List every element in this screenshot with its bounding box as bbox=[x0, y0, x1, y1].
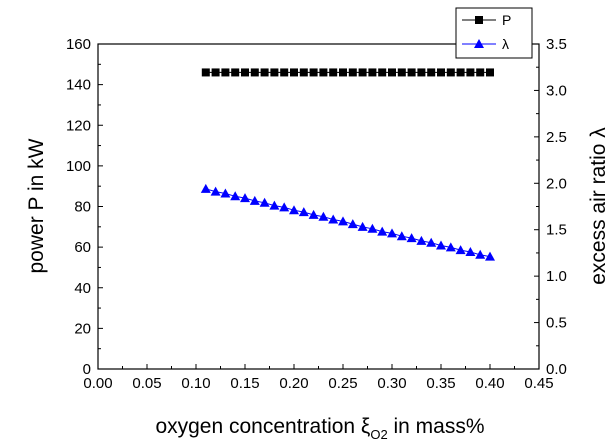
left-y-tick-label: 100 bbox=[66, 158, 91, 175]
left-y-tick-label: 20 bbox=[74, 320, 91, 337]
data-point-P bbox=[397, 68, 406, 77]
x-tick-label: 0.15 bbox=[230, 375, 259, 392]
left-y-axis-title: power P in kW bbox=[25, 138, 48, 273]
data-point-P bbox=[476, 68, 485, 77]
data-point-lambda bbox=[455, 245, 466, 255]
legend-label-lambda: λ bbox=[502, 36, 509, 52]
data-point-P bbox=[280, 68, 289, 77]
data-point-lambda bbox=[210, 186, 221, 196]
data-point-P bbox=[270, 68, 279, 77]
left-y-tick-label: 120 bbox=[66, 117, 91, 134]
data-point-lambda bbox=[338, 216, 348, 226]
data-point-P bbox=[427, 68, 436, 77]
data-point-lambda bbox=[465, 247, 476, 256]
data-point-lambda bbox=[416, 235, 427, 245]
data-point-lambda bbox=[289, 205, 299, 215]
data-point-lambda bbox=[240, 193, 250, 203]
data-point-lambda bbox=[357, 221, 368, 231]
data-point-lambda bbox=[259, 197, 270, 207]
right-y-tick-label: 2.0 bbox=[546, 175, 567, 192]
data-point-P bbox=[329, 68, 338, 77]
legend-label-P: P bbox=[502, 12, 511, 28]
series-line-lambda bbox=[205, 188, 491, 258]
left-y-tick-label: 140 bbox=[66, 77, 91, 94]
x-axis-title: oxygen concentration ξO2 in mass% bbox=[155, 415, 484, 442]
data-point-P bbox=[339, 68, 347, 77]
right-y-tick-label: 2.5 bbox=[546, 129, 567, 146]
data-point-lambda bbox=[396, 231, 407, 241]
data-point-lambda bbox=[485, 251, 495, 261]
x-tick-label: 0.00 bbox=[83, 375, 112, 392]
left-y-tick-label: 40 bbox=[74, 280, 91, 297]
data-point-P bbox=[456, 68, 465, 77]
data-point-P bbox=[201, 68, 210, 77]
legend: P λ bbox=[455, 7, 533, 59]
data-point-P bbox=[348, 68, 357, 77]
right-y-tick-label: 3.0 bbox=[546, 82, 567, 99]
data-point-lambda bbox=[426, 237, 437, 247]
data-point-lambda bbox=[347, 219, 358, 229]
x-tick-label: 0.05 bbox=[132, 375, 161, 392]
x-tick-label: 0.40 bbox=[475, 375, 504, 392]
x-tick-label: 0.20 bbox=[279, 375, 308, 392]
data-point-P bbox=[241, 68, 249, 77]
data-point-P bbox=[319, 68, 328, 77]
data-point-lambda bbox=[200, 183, 211, 193]
legend-marker-lambda bbox=[474, 39, 484, 48]
data-point-P bbox=[260, 68, 269, 77]
right-y-tick-label: 1.0 bbox=[546, 268, 567, 285]
data-point-lambda bbox=[318, 211, 329, 221]
data-point-P bbox=[358, 68, 367, 77]
data-point-lambda bbox=[445, 242, 456, 252]
right-y-tick-label: 1.5 bbox=[546, 222, 567, 239]
data-point-P bbox=[446, 68, 455, 77]
data-point-P bbox=[290, 68, 298, 77]
data-point-lambda bbox=[406, 233, 417, 243]
legend-box bbox=[455, 7, 533, 59]
right-y-tick-label: 0.0 bbox=[546, 361, 567, 378]
data-point-lambda bbox=[475, 249, 486, 259]
data-point-lambda bbox=[279, 202, 290, 212]
left-y-tick-label: 160 bbox=[66, 36, 91, 53]
data-point-lambda bbox=[436, 240, 446, 250]
data-point-lambda bbox=[377, 226, 388, 236]
right-y-tick-label: 3.5 bbox=[546, 36, 567, 53]
plot-frame bbox=[97, 43, 540, 370]
right-y-axis-title: excess air ratio λ bbox=[587, 127, 610, 285]
x-tick-label: 0.10 bbox=[181, 375, 210, 392]
data-point-P bbox=[388, 68, 396, 77]
data-point-P bbox=[378, 68, 387, 77]
left-y-tick-label: 80 bbox=[74, 199, 91, 216]
data-point-lambda bbox=[308, 209, 319, 219]
data-point-P bbox=[407, 68, 416, 77]
data-point-P bbox=[309, 68, 318, 77]
data-point-lambda bbox=[230, 191, 241, 201]
data-point-lambda bbox=[298, 207, 309, 217]
data-point-P bbox=[417, 68, 426, 77]
data-point-P bbox=[221, 68, 230, 77]
data-point-lambda bbox=[387, 228, 397, 238]
legend-marker-P bbox=[475, 16, 483, 24]
data-point-P bbox=[368, 68, 377, 77]
right-y-tick-label: 0.5 bbox=[546, 315, 567, 332]
data-point-lambda bbox=[249, 195, 260, 205]
left-y-tick-label: 60 bbox=[74, 239, 91, 256]
data-point-P bbox=[466, 68, 475, 77]
x-tick-label: 0.35 bbox=[426, 375, 455, 392]
data-point-lambda bbox=[220, 188, 231, 198]
left-y-tick-label: 0 bbox=[83, 361, 91, 378]
data-point-P bbox=[299, 68, 308, 77]
data-point-P bbox=[231, 68, 240, 77]
data-point-P bbox=[250, 68, 259, 77]
data-point-P bbox=[211, 68, 220, 77]
data-point-lambda bbox=[328, 214, 339, 224]
data-point-lambda bbox=[269, 200, 280, 210]
x-tick-label: 0.25 bbox=[328, 375, 357, 392]
data-point-P bbox=[437, 68, 445, 77]
data-point-lambda bbox=[367, 223, 378, 233]
data-point-P bbox=[486, 68, 494, 77]
x-tick-label: 0.45 bbox=[524, 375, 553, 392]
x-tick-label: 0.30 bbox=[377, 375, 406, 392]
